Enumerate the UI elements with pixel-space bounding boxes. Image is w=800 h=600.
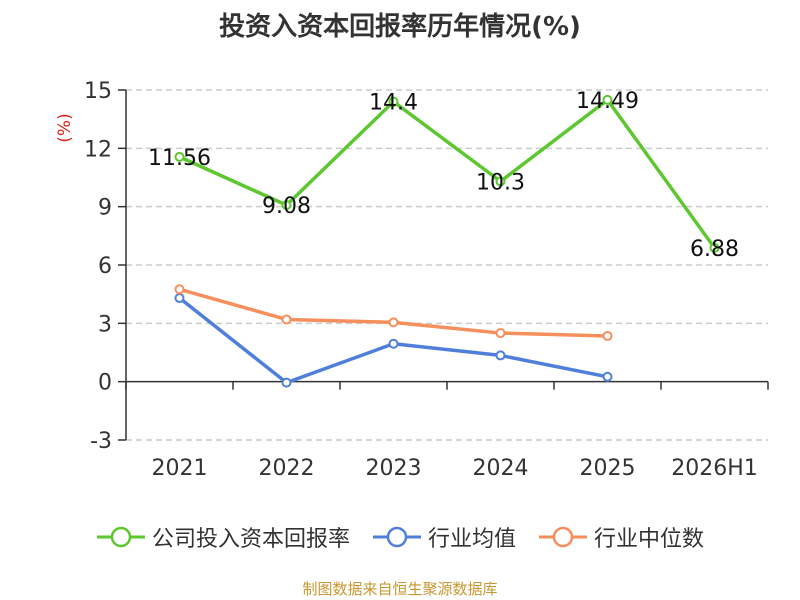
y-axis-label: (%) <box>55 113 75 142</box>
y-tick-label: 15 <box>84 79 112 104</box>
legend-swatch-icon <box>96 526 145 548</box>
legend-item[interactable]: 行业中位数 <box>538 521 704 553</box>
data-point <box>495 350 506 361</box>
data-point <box>281 314 292 325</box>
legend-swatch-icon <box>372 526 421 548</box>
x-tick-label: 2023 <box>366 456 422 481</box>
data-point <box>388 96 399 107</box>
data-label: 11.56 <box>148 146 211 171</box>
y-tick-label: 12 <box>84 137 112 162</box>
data-label: 14.4 <box>369 91 418 116</box>
legend-item[interactable]: 行业均值 <box>372 521 516 553</box>
x-tick-label: 2022 <box>259 456 315 481</box>
source-note: 制图数据来自恒生聚源数据库 <box>302 580 498 598</box>
y-tick-label: 9 <box>98 196 112 221</box>
data-label: 10.3 <box>476 170 525 195</box>
x-tick-label: 2024 <box>473 456 529 481</box>
data-label: 14.49 <box>576 89 639 114</box>
data-point <box>174 284 185 295</box>
data-point <box>174 151 185 162</box>
y-tick-label: 0 <box>98 371 112 396</box>
series-line <box>178 98 716 249</box>
legend: 公司投入资本回报率 行业均值 行业中位数 <box>0 520 800 554</box>
data-point <box>174 293 185 304</box>
legend-label: 行业均值 <box>427 527 516 552</box>
data-point <box>281 377 292 388</box>
legend-swatch-icon <box>539 526 587 548</box>
data-point <box>602 371 613 382</box>
legend-label: 公司投入资本回报率 <box>151 527 350 552</box>
data-point <box>388 317 399 328</box>
legend-item[interactable]: 公司投入资本回报率 <box>96 521 350 553</box>
data-point <box>388 338 399 349</box>
data-labels: 11.56 9.08 14.4 10.3 14.49 6.88 <box>148 89 739 262</box>
data-point <box>495 176 506 187</box>
data-point <box>709 242 720 253</box>
y-tick-label: 3 <box>98 312 112 337</box>
chart-title: 投资入资本回报率历年情况(%) <box>219 12 581 42</box>
grid-lines <box>126 89 768 441</box>
axes: -3 0 3 6 9 12 15 2021 2022 2023 2024 2025 2026H1 (%) <box>55 79 769 481</box>
data-point <box>281 200 292 211</box>
data-point <box>602 330 613 341</box>
y-tick-label: -3 <box>90 429 112 454</box>
y-tick-label: 6 <box>98 254 112 279</box>
data-label: 9.08 <box>262 194 311 219</box>
series-lines <box>174 94 720 388</box>
x-tick-label: 2025 <box>580 456 636 481</box>
x-tick-label: 2026H1 <box>671 456 758 481</box>
data-point <box>495 328 506 339</box>
series-line <box>179 287 608 338</box>
data-point <box>602 94 613 105</box>
x-tick-label: 2021 <box>152 456 208 481</box>
data-label: 6.88 <box>690 237 739 262</box>
legend-label: 行业中位数 <box>594 527 705 552</box>
